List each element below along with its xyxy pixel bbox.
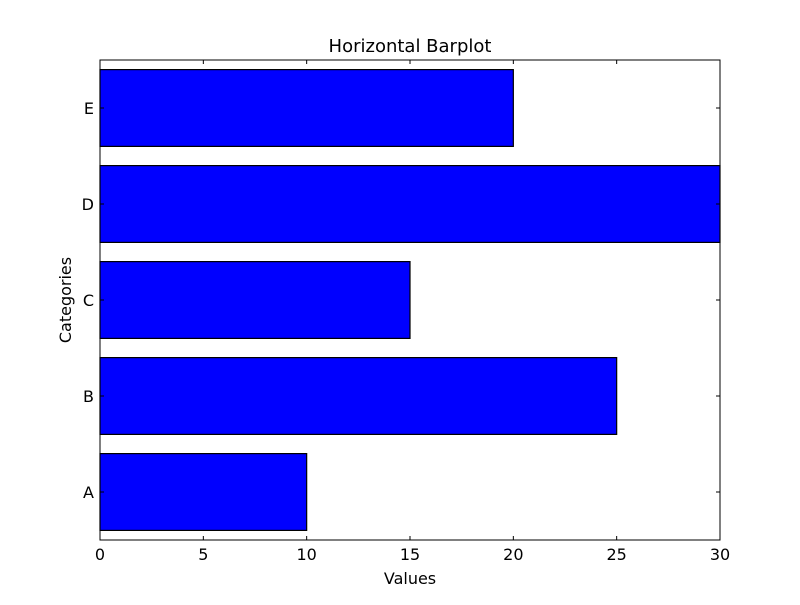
bar-B <box>99 357 618 436</box>
bars-layer <box>99 68 721 532</box>
y-tick-label: A <box>83 483 94 502</box>
bar-A <box>99 453 308 532</box>
y-tick-label: D <box>82 195 94 214</box>
bar-C <box>99 261 411 340</box>
x-tick-label: 15 <box>400 545 420 564</box>
x-tick-label: 25 <box>606 545 626 564</box>
x-tick-label: 5 <box>198 545 208 564</box>
y-tick-label: C <box>83 291 94 310</box>
x-tick-label: 30 <box>710 545 730 564</box>
ticks-layer: A B C D E 0 5 10 15 20 25 30 <box>82 60 730 564</box>
y-tick-label: E <box>84 99 94 118</box>
x-axis-label: Values <box>384 569 436 588</box>
x-tick-label: 20 <box>503 545 523 564</box>
x-tick-label: 0 <box>95 545 105 564</box>
x-tick-label: 10 <box>296 545 316 564</box>
plot-frame <box>99 59 721 541</box>
chart-title: Horizontal Barplot <box>329 36 492 57</box>
y-tick-label: B <box>83 387 94 406</box>
bar-E <box>99 68 514 148</box>
bar-D <box>99 165 721 244</box>
y-axis-label: Categories <box>56 257 75 343</box>
